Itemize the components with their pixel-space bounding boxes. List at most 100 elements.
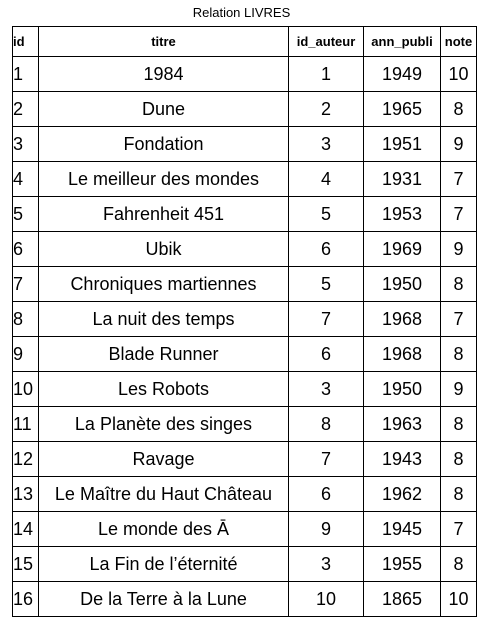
- cell-ann-publi: 1965: [363, 91, 441, 127]
- cell-ann-publi: 1949: [363, 56, 441, 92]
- cell-titre: Ubik: [38, 231, 289, 267]
- cell-titre: Chroniques martiennes: [38, 266, 289, 302]
- cell-ann-publi: 1953: [363, 196, 441, 232]
- cell-note: 8: [440, 91, 477, 127]
- cell-titre: Fahrenheit 451: [38, 196, 289, 232]
- column-header-note: note: [440, 26, 477, 57]
- table-row: 5 Fahrenheit 451 5 1953 7: [12, 196, 477, 232]
- cell-id: 8: [12, 301, 39, 337]
- cell-ann-publi: 1969: [363, 231, 441, 267]
- cell-id-auteur: 6: [288, 336, 364, 372]
- cell-id: 7: [12, 266, 39, 302]
- cell-id: 14: [12, 511, 39, 547]
- cell-note: 8: [440, 476, 477, 512]
- cell-ann-publi: 1968: [363, 336, 441, 372]
- cell-note: 9: [440, 371, 477, 407]
- cell-note: 8: [440, 266, 477, 302]
- cell-ann-publi: 1931: [363, 161, 441, 197]
- cell-id: 5: [12, 196, 39, 232]
- cell-id: 6: [12, 231, 39, 267]
- table-caption: Relation LIVRES: [192, 5, 291, 20]
- cell-id: 11: [12, 406, 39, 442]
- table-row: 15 La Fin de l’éternité 3 1955 8: [12, 546, 477, 582]
- cell-titre: Fondation: [38, 126, 289, 162]
- cell-ann-publi: 1968: [363, 301, 441, 337]
- cell-titre: Ravage: [38, 441, 289, 477]
- cell-id: 3: [12, 126, 39, 162]
- cell-ann-publi: 1865: [363, 581, 441, 617]
- cell-id: 2: [12, 91, 39, 127]
- cell-note: 7: [440, 301, 477, 337]
- cell-ann-publi: 1945: [363, 511, 441, 547]
- cell-titre: Dune: [38, 91, 289, 127]
- cell-note: 7: [440, 511, 477, 547]
- column-header-titre: titre: [38, 26, 289, 57]
- cell-id: 1: [12, 56, 39, 92]
- cell-ann-publi: 1955: [363, 546, 441, 582]
- cell-id-auteur: 9: [288, 511, 364, 547]
- cell-id-auteur: 5: [288, 196, 364, 232]
- cell-id-auteur: 1: [288, 56, 364, 92]
- cell-id: 9: [12, 336, 39, 372]
- table-row: 12 Ravage 7 1943 8: [12, 441, 477, 477]
- cell-ann-publi: 1962: [363, 476, 441, 512]
- column-header-id-auteur: id_auteur: [288, 26, 364, 57]
- cell-ann-publi: 1943: [363, 441, 441, 477]
- table-row: 16 De la Terre à la Lune 10 1865 10: [12, 581, 477, 617]
- cell-titre: La Planète des singes: [38, 406, 289, 442]
- cell-titre: Le monde des Ā: [38, 511, 289, 547]
- cell-titre: De la Terre à la Lune: [38, 581, 289, 617]
- table-row: 9 Blade Runner 6 1968 8: [12, 336, 477, 372]
- table-row: 14 Le monde des Ā 9 1945 7: [12, 511, 477, 547]
- cell-titre: Le Maître du Haut Château: [38, 476, 289, 512]
- cell-ann-publi: 1950: [363, 266, 441, 302]
- cell-id: 15: [12, 546, 39, 582]
- cell-id-auteur: 8: [288, 406, 364, 442]
- header-row: id titre id_auteur ann_publi note: [12, 26, 477, 57]
- cell-id-auteur: 4: [288, 161, 364, 197]
- cell-id-auteur: 10: [288, 581, 364, 617]
- cell-id-auteur: 7: [288, 441, 364, 477]
- cell-id: 12: [12, 441, 39, 477]
- cell-id: 16: [12, 581, 39, 617]
- cell-id-auteur: 2: [288, 91, 364, 127]
- table-row: 11 La Planète des singes 8 1963 8: [12, 406, 477, 442]
- column-header-ann-publi: ann_publi: [363, 26, 441, 57]
- cell-id-auteur: 3: [288, 371, 364, 407]
- table-row: 2 Dune 2 1965 8: [12, 91, 477, 127]
- table-row: 8 La nuit des temps 7 1968 7: [12, 301, 477, 337]
- cell-note: 7: [440, 196, 477, 232]
- cell-note: 8: [440, 336, 477, 372]
- table-row: 4 Le meilleur des mondes 4 1931 7: [12, 161, 477, 197]
- cell-titre: Les Robots: [38, 371, 289, 407]
- table-row: 13 Le Maître du Haut Château 6 1962 8: [12, 476, 477, 512]
- cell-ann-publi: 1951: [363, 126, 441, 162]
- cell-note: 9: [440, 126, 477, 162]
- table-row: 1 1984 1 1949 10: [12, 56, 477, 92]
- table-row: 7 Chroniques martiennes 5 1950 8: [12, 266, 477, 302]
- cell-note: 10: [440, 56, 477, 92]
- table-row: 10 Les Robots 3 1950 9: [12, 371, 477, 407]
- cell-note: 8: [440, 546, 477, 582]
- column-header-id: id: [12, 26, 39, 57]
- cell-id-auteur: 6: [288, 476, 364, 512]
- cell-id-auteur: 3: [288, 126, 364, 162]
- cell-titre: Le meilleur des mondes: [38, 161, 289, 197]
- cell-id: 13: [12, 476, 39, 512]
- cell-titre: La Fin de l’éternité: [38, 546, 289, 582]
- cell-id: 4: [12, 161, 39, 197]
- livres-table: id titre id_auteur ann_publi note 1 1984 1…: [12, 26, 477, 617]
- cell-note: 9: [440, 231, 477, 267]
- cell-titre: 1984: [38, 56, 289, 92]
- cell-note: 8: [440, 441, 477, 477]
- cell-ann-publi: 1963: [363, 406, 441, 442]
- cell-id-auteur: 3: [288, 546, 364, 582]
- cell-titre: Blade Runner: [38, 336, 289, 372]
- cell-note: 8: [440, 406, 477, 442]
- cell-note: 7: [440, 161, 477, 197]
- cell-titre: La nuit des temps: [38, 301, 289, 337]
- cell-id-auteur: 5: [288, 266, 364, 302]
- cell-id-auteur: 6: [288, 231, 364, 267]
- cell-ann-publi: 1950: [363, 371, 441, 407]
- cell-id-auteur: 7: [288, 301, 364, 337]
